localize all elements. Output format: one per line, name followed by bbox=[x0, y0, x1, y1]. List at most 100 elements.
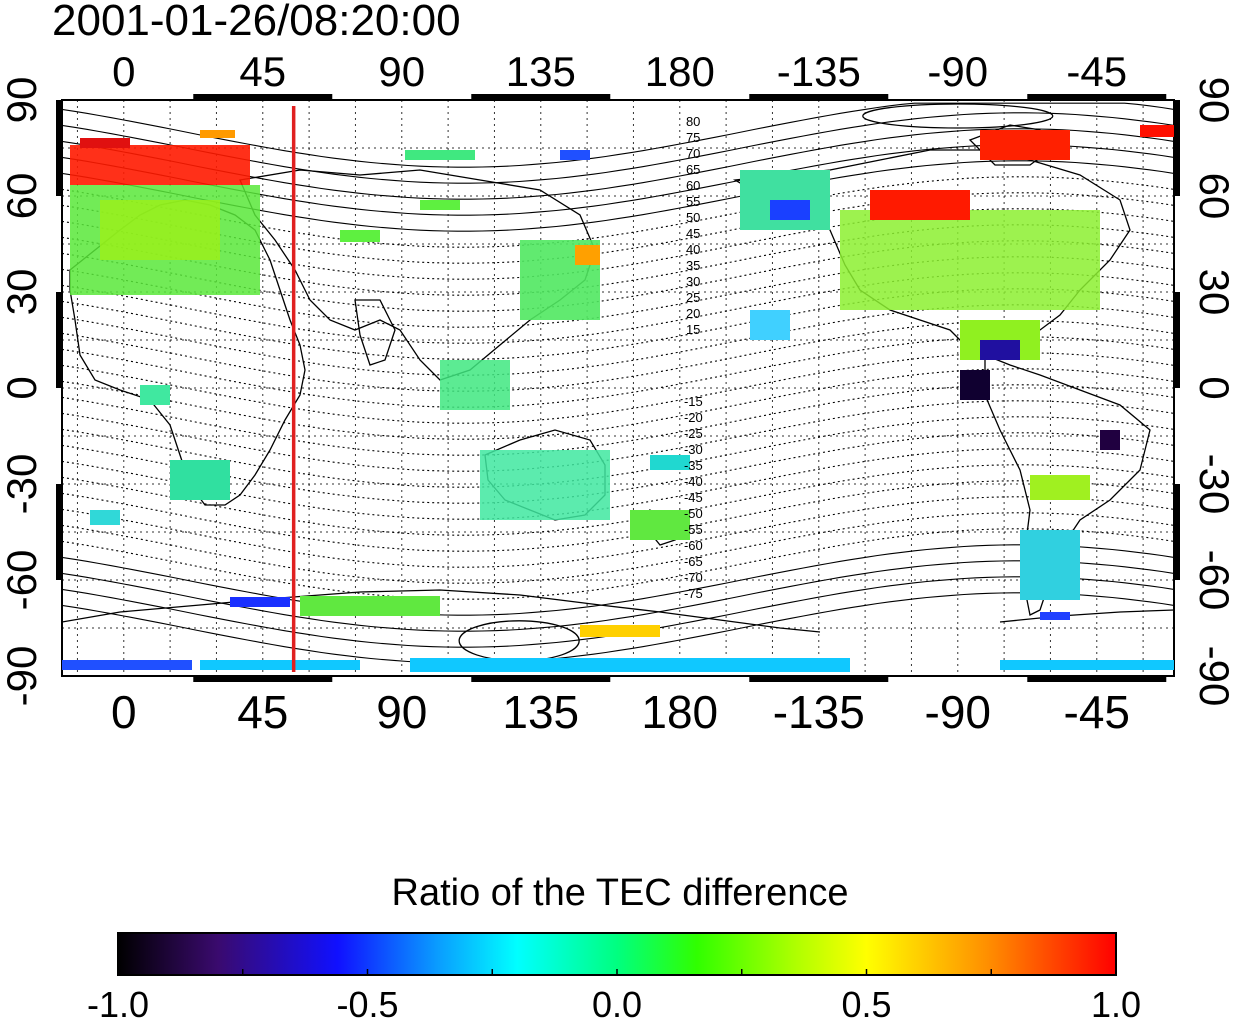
axis-bar-bottom bbox=[1027, 676, 1167, 682]
contour-label: -65 bbox=[684, 554, 703, 569]
axis-bar-left bbox=[56, 292, 62, 388]
contour-label: -55 bbox=[684, 522, 703, 537]
map-title: 2001-01-26/08:20:00 bbox=[52, 0, 461, 45]
lon-tick-top: 135 bbox=[506, 48, 576, 95]
contour-label: 75 bbox=[686, 130, 700, 145]
lon-tick-top: -45 bbox=[1066, 48, 1127, 95]
contour-label: -30 bbox=[684, 442, 703, 457]
lat-tick-left: 0 bbox=[0, 376, 45, 399]
lat-tick-left: 60 bbox=[0, 173, 45, 220]
contour-label: -50 bbox=[684, 506, 703, 521]
lon-tick-top: 0 bbox=[112, 48, 135, 95]
axis-bar-top bbox=[749, 94, 889, 100]
lon-tick-bottom: 0 bbox=[111, 686, 137, 738]
longitude-ticks-bottom: 0 45 90 135 180 -135 -90 -45 bbox=[111, 686, 1130, 738]
lon-tick-bottom: 90 bbox=[376, 686, 427, 738]
axis-bar-right bbox=[1174, 484, 1180, 580]
contour-line bbox=[62, 592, 1174, 664]
contour-label: -70 bbox=[684, 570, 703, 585]
contour-line bbox=[62, 528, 1174, 600]
contour-label: 20 bbox=[686, 306, 700, 321]
lat-tick-right: 30 bbox=[1191, 269, 1238, 316]
lon-tick-bottom: -135 bbox=[773, 686, 865, 738]
contour-line bbox=[62, 102, 1174, 168]
lon-tick-top: -135 bbox=[777, 48, 861, 95]
contour-line bbox=[62, 368, 1174, 440]
axis-bar-bottom bbox=[193, 676, 333, 682]
axis-bar-top bbox=[1027, 94, 1167, 100]
latitude-ticks-right: 90 60 30 0 -30 -60 -90 bbox=[1191, 77, 1238, 707]
colorbar-ticks bbox=[117, 969, 1117, 975]
contour-label: 65 bbox=[686, 162, 700, 177]
lat-tick-right: 0 bbox=[1191, 376, 1238, 399]
contour-label: 45 bbox=[686, 226, 700, 241]
contour-label: 80 bbox=[686, 114, 700, 129]
lat-tick-left: -30 bbox=[0, 454, 45, 515]
colorbar-label: 1.0 bbox=[1090, 984, 1142, 1025]
contour-line bbox=[62, 544, 1174, 616]
lon-tick-bottom: 135 bbox=[502, 686, 579, 738]
lon-tick-bottom: 180 bbox=[641, 686, 718, 738]
lon-tick-bottom: -45 bbox=[1064, 686, 1130, 738]
contour-line bbox=[62, 480, 1174, 552]
lat-tick-right: -30 bbox=[1191, 454, 1238, 515]
lon-tick-top: -90 bbox=[927, 48, 988, 95]
axis-bar-bottom bbox=[471, 676, 611, 682]
contour-label: -75 bbox=[684, 586, 703, 601]
colorbar bbox=[117, 932, 1117, 976]
colorbar-label: -1.0 bbox=[86, 984, 150, 1025]
axis-bar-top bbox=[193, 94, 333, 100]
contour-line bbox=[62, 192, 1174, 264]
lat-tick-right: -60 bbox=[1191, 550, 1238, 611]
lat-tick-left: 30 bbox=[0, 269, 45, 316]
tec-data-patches bbox=[62, 125, 1174, 672]
contour-label: 15 bbox=[686, 322, 700, 337]
axis-bar-left bbox=[56, 484, 62, 580]
axis-bar-right bbox=[1174, 100, 1180, 196]
latitude-ticks-left: 90 60 30 0 -30 -60 -90 bbox=[0, 77, 45, 707]
contour-label: 40 bbox=[686, 242, 700, 257]
colorbar-title: Ratio of the TEC difference bbox=[391, 872, 849, 914]
contour-line bbox=[62, 416, 1174, 488]
contour-label: 25 bbox=[686, 290, 700, 305]
lat-tick-left: -90 bbox=[0, 646, 45, 707]
contour-label: -35 bbox=[684, 458, 703, 473]
lat-tick-right: 90 bbox=[1191, 77, 1238, 124]
axis-bar-bottom bbox=[749, 676, 889, 682]
contour-line bbox=[62, 560, 1174, 632]
lat-tick-right: 60 bbox=[1191, 173, 1238, 220]
lon-tick-top: 180 bbox=[645, 48, 715, 95]
contour-label: -40 bbox=[684, 474, 703, 489]
contour-label: -25 bbox=[684, 426, 703, 441]
contour-line bbox=[62, 496, 1174, 568]
lon-tick-bottom: 45 bbox=[237, 686, 288, 738]
contour-line bbox=[62, 208, 1174, 280]
contour-label: 60 bbox=[686, 178, 700, 193]
lat-tick-left: 90 bbox=[0, 77, 45, 124]
contour-line bbox=[62, 512, 1174, 584]
axis-bar-top bbox=[471, 94, 611, 100]
contour-label: 70 bbox=[686, 146, 700, 161]
contour-label: 50 bbox=[686, 210, 700, 225]
colorbar-label: -0.5 bbox=[336, 984, 399, 1025]
longitude-ticks-top: 0 45 90 135 180 -135 -90 -45 bbox=[112, 48, 1127, 95]
contour-label: 30 bbox=[686, 274, 700, 289]
axis-bar-right bbox=[1174, 292, 1180, 388]
contour-label: -20 bbox=[684, 410, 703, 425]
axis-bars bbox=[56, 94, 1180, 682]
lat-tick-right: -90 bbox=[1191, 646, 1238, 707]
contour-label: -15 bbox=[684, 394, 703, 409]
colorbar-label: 0.0 bbox=[591, 984, 643, 1025]
lon-tick-top: 90 bbox=[378, 48, 425, 95]
axis-bar-left bbox=[56, 100, 62, 196]
contour-label: -60 bbox=[684, 538, 703, 553]
contour-label: -45 bbox=[684, 490, 703, 505]
contour-line bbox=[62, 176, 1174, 248]
lat-tick-left: -60 bbox=[0, 550, 45, 611]
contour-line bbox=[62, 464, 1174, 536]
contour-line bbox=[62, 448, 1174, 520]
lon-tick-top: 45 bbox=[239, 48, 286, 95]
contour-ellipse bbox=[862, 103, 1054, 129]
lon-tick-bottom: -90 bbox=[925, 686, 991, 738]
